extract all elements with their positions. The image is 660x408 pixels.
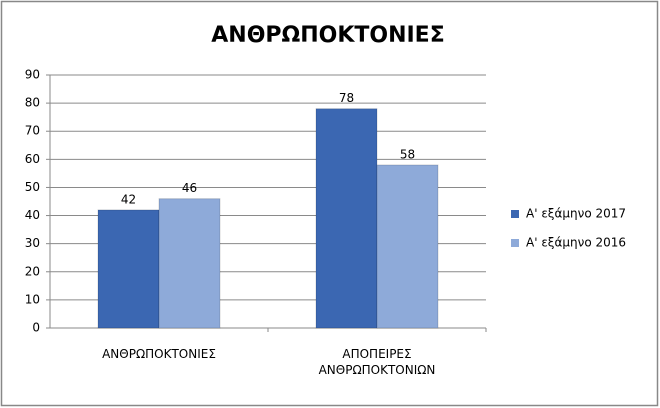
x-tick-label: ΑΝΘΡΩΠΟΚΤΟΝΙΕΣ xyxy=(102,347,216,361)
bar xyxy=(376,164,439,329)
chart-title: ΑΝΘΡΩΠΟΚΤΟΝΙΕΣ xyxy=(211,23,445,48)
y-tick-label: 40 xyxy=(25,208,40,222)
x-tick-label: ΑΠΟΠΕΙΡΕΣ ΑΝΘΡΩΠΟΚΤΟΝΙΩΝ xyxy=(318,347,436,377)
legend-label: Α' εξάμηνο 2016 xyxy=(526,236,626,250)
y-tick-label: 50 xyxy=(25,180,40,194)
y-tick-label: 60 xyxy=(25,152,40,166)
y-tick-label: 70 xyxy=(25,124,40,138)
y-tick-label: 20 xyxy=(25,264,40,278)
y-tick-label: 10 xyxy=(25,292,40,306)
legend-label: Α' εξάμηνο 2017 xyxy=(526,207,626,221)
bar xyxy=(97,209,160,329)
value-label: 46 xyxy=(182,181,197,195)
value-label: 58 xyxy=(400,147,415,161)
value-label: 78 xyxy=(339,91,354,105)
y-tick-label: 30 xyxy=(25,236,40,250)
y-tick-label: 0 xyxy=(32,321,40,335)
bar xyxy=(315,108,378,329)
legend-swatch xyxy=(511,210,519,218)
y-tick-label: 90 xyxy=(25,68,40,82)
y-tick-label: 80 xyxy=(25,96,40,110)
bar xyxy=(158,198,221,329)
legend-swatch xyxy=(511,239,519,247)
value-label: 42 xyxy=(121,192,136,206)
